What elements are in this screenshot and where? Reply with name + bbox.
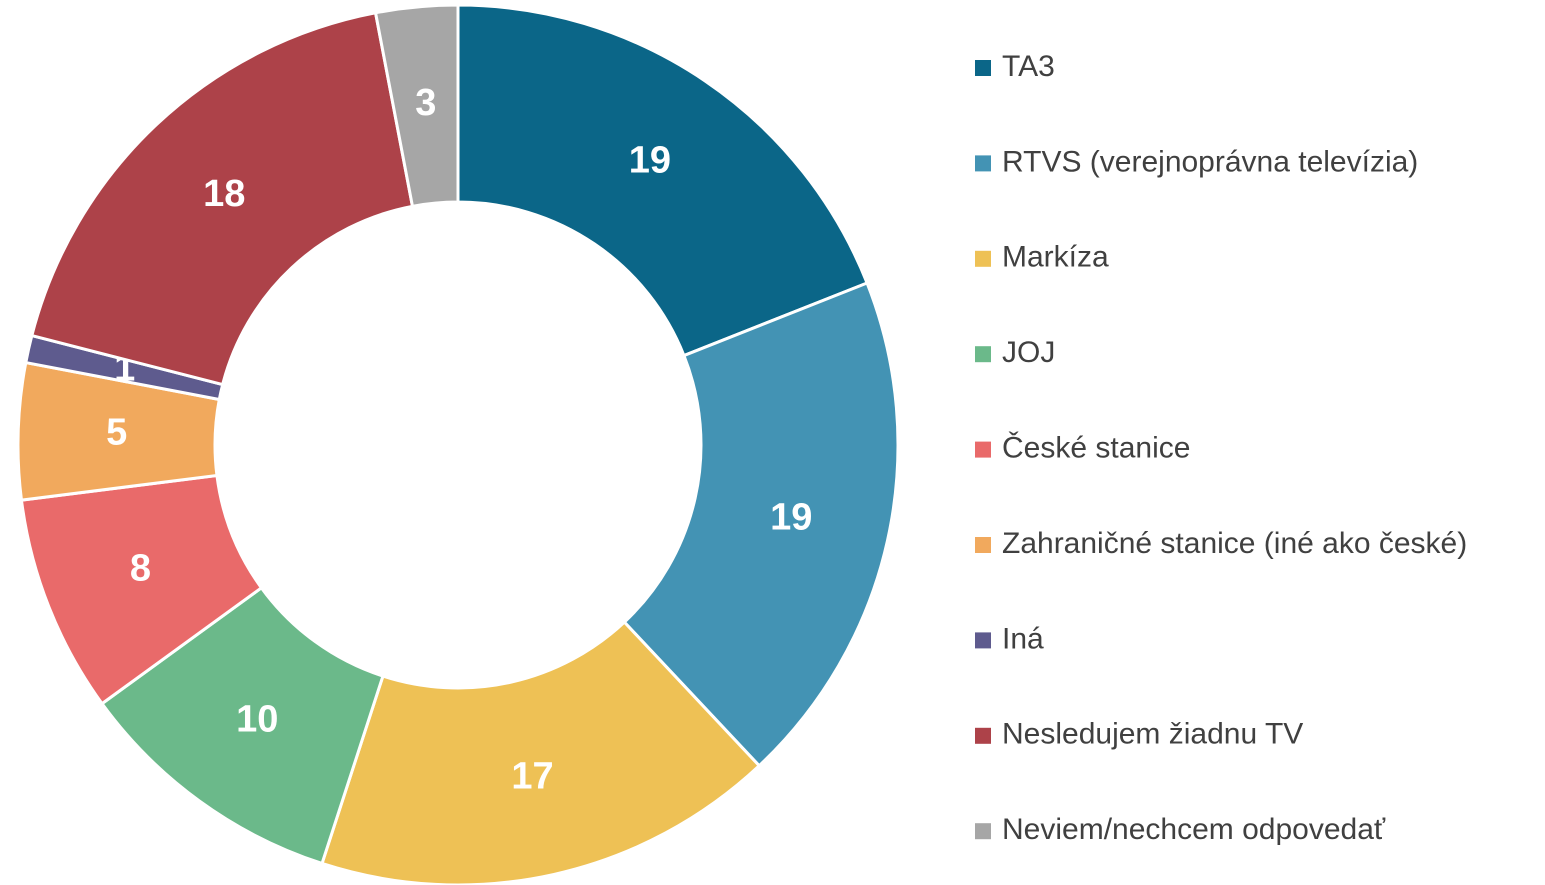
legend-swatch xyxy=(975,632,991,649)
legend-label: Nesledujem žiadnu TV xyxy=(1002,718,1303,751)
slice xyxy=(320,620,762,885)
legend-label: RTVS (verejnoprávna televízia) xyxy=(1002,145,1418,178)
legend-label: Neviem/nechcem odpovedať xyxy=(1002,813,1386,846)
value-label: 18 xyxy=(203,173,245,215)
legend-label: Markíza xyxy=(1002,241,1109,274)
legend-label: České stanice xyxy=(1002,431,1190,465)
value-label: 10 xyxy=(236,698,278,740)
slice xyxy=(622,281,900,768)
legend-swatch xyxy=(975,155,991,172)
slice xyxy=(373,3,460,209)
legend-label: Iná xyxy=(1002,622,1044,655)
legend-swatch xyxy=(975,346,991,363)
legend-swatch xyxy=(975,537,991,553)
legend-swatch xyxy=(975,823,991,840)
value-label: 19 xyxy=(770,497,812,539)
value-label: 3 xyxy=(415,82,436,124)
legend-label: TA3 xyxy=(1002,50,1055,83)
legend-label: Zahraničné stanice (iné ako české) xyxy=(1002,527,1467,560)
value-label: 19 xyxy=(629,140,671,182)
value-label: 17 xyxy=(511,755,553,797)
slice xyxy=(456,3,870,358)
value-label: 5 xyxy=(106,411,127,453)
legend-swatch xyxy=(975,250,991,267)
legend-swatch xyxy=(975,60,991,76)
value-label: 8 xyxy=(130,548,151,590)
legend-swatch xyxy=(975,441,991,458)
legend-swatch xyxy=(975,727,991,744)
legend-label: JOJ xyxy=(1002,336,1055,369)
slice xyxy=(29,11,415,387)
